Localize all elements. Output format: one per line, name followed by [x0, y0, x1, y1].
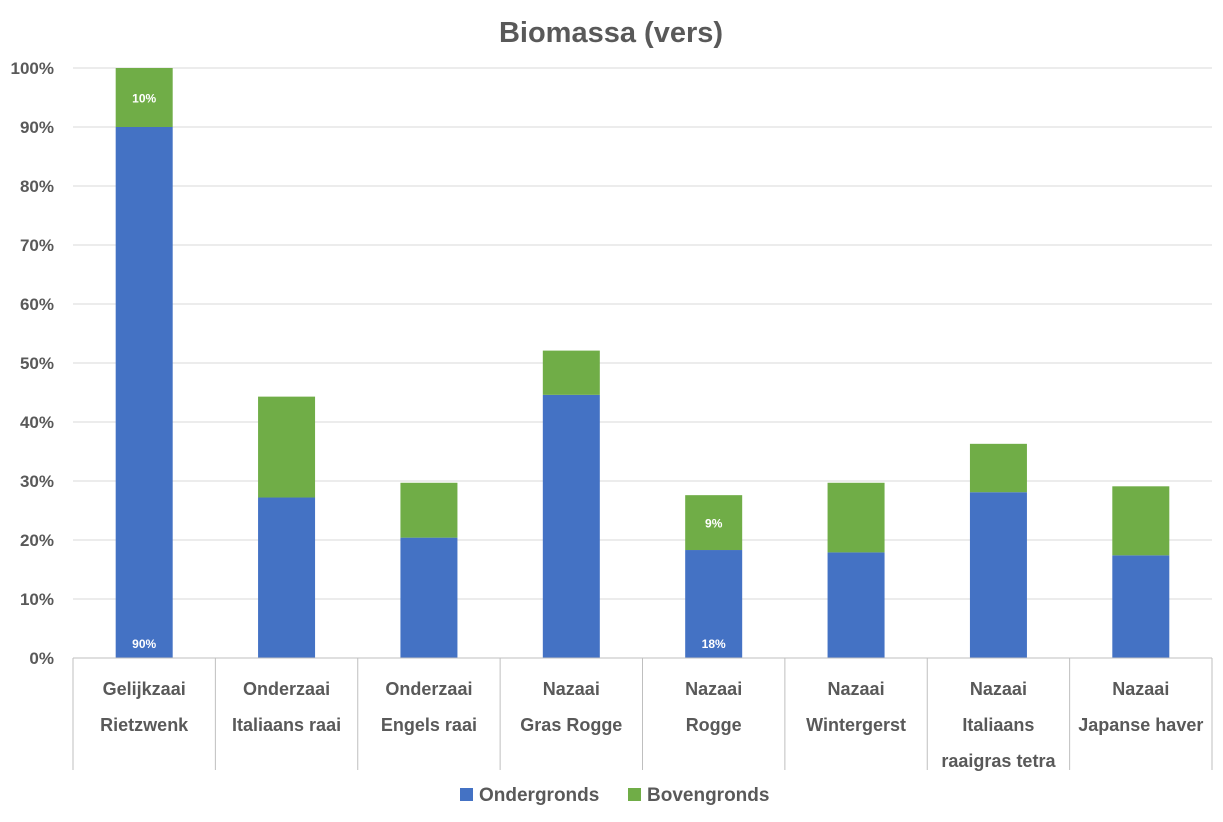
legend-label: Bovengronds: [647, 785, 769, 806]
y-tick-label: 20%: [20, 531, 54, 550]
y-tick-label: 40%: [20, 413, 54, 432]
x-category-label: Japanse haver: [1078, 715, 1203, 735]
x-category-label: Italiaans: [962, 715, 1034, 735]
bar-segment-ondergronds: [542, 394, 600, 658]
x-category-label: Italiaans raai: [232, 715, 341, 735]
bar-segment-bovengronds: [685, 495, 743, 551]
x-axis: Gelijkzaai Rietzwenk Onderzaai Italiaans ra…: [72, 657, 1213, 771]
x-category-label: Onderzaai: [385, 679, 472, 699]
y-tick-label: 50%: [20, 354, 54, 373]
legend: Ondergronds Bovengronds: [460, 785, 769, 806]
bar-segment-bovengronds: [400, 482, 458, 538]
y-tick-label: 60%: [20, 295, 54, 314]
data-label: 10%: [132, 92, 156, 106]
y-tick-label: 90%: [20, 118, 54, 137]
y-tick-label: 0%: [29, 649, 54, 668]
bar-segment-ondergronds: [685, 550, 743, 658]
y-tick-label: 80%: [20, 177, 54, 196]
x-category-label: Rietzwenk: [100, 715, 189, 735]
x-category-label: Wintergerst: [806, 715, 906, 735]
y-tick-label: 70%: [20, 236, 54, 255]
bar-segment-ondergronds: [400, 537, 458, 658]
legend-swatch: [628, 788, 641, 801]
x-category-label: Engels raai: [381, 715, 477, 735]
x-category-label: Gelijkzaai: [103, 679, 186, 699]
gridlines: [73, 67, 1212, 600]
bar-segment-bovengronds: [115, 68, 173, 127]
x-category-label: Nazaai: [1112, 679, 1169, 699]
bar-segment-ondergronds: [258, 497, 316, 658]
bar-segment-bovengronds: [542, 350, 600, 395]
bar-segment-ondergronds: [827, 552, 885, 658]
bar-segment-ondergronds: [1112, 555, 1170, 658]
x-category-label: Nazaai: [543, 679, 600, 699]
bar-segment-bovengronds: [1112, 486, 1170, 556]
x-category-label: Nazaai: [828, 679, 885, 699]
x-category-label: Nazaai: [970, 679, 1027, 699]
x-category-label: Nazaai: [685, 679, 742, 699]
bars: [115, 68, 1170, 658]
x-category-label: raaigras tetra: [941, 751, 1056, 771]
y-tick-label: 100%: [11, 59, 54, 78]
y-tick-label: 30%: [20, 472, 54, 491]
x-category-label: Gras Rogge: [520, 715, 622, 735]
legend-label: Ondergronds: [479, 785, 599, 806]
data-label: 9%: [705, 517, 723, 531]
data-label: 18%: [702, 637, 726, 651]
data-labels: 90% 18% 10% 9%: [132, 92, 726, 652]
bar-segment-bovengronds: [258, 396, 316, 498]
y-tick-label: 10%: [20, 590, 54, 609]
bar-segment-ondergronds: [115, 127, 173, 658]
legend-swatch: [460, 788, 473, 801]
y-axis-ticks: 0% 10% 20% 30% 40% 50% 60% 70% 80% 90% 100%: [11, 59, 54, 668]
bar-segment-bovengronds: [969, 443, 1027, 493]
x-category-label: Onderzaai: [243, 679, 330, 699]
x-category-label: Rogge: [686, 715, 742, 735]
chart-title: Biomassa (vers): [499, 17, 723, 49]
bar-segment-ondergronds: [969, 492, 1027, 658]
data-label: 90%: [132, 637, 156, 651]
bar-segment-bovengronds: [827, 482, 885, 553]
